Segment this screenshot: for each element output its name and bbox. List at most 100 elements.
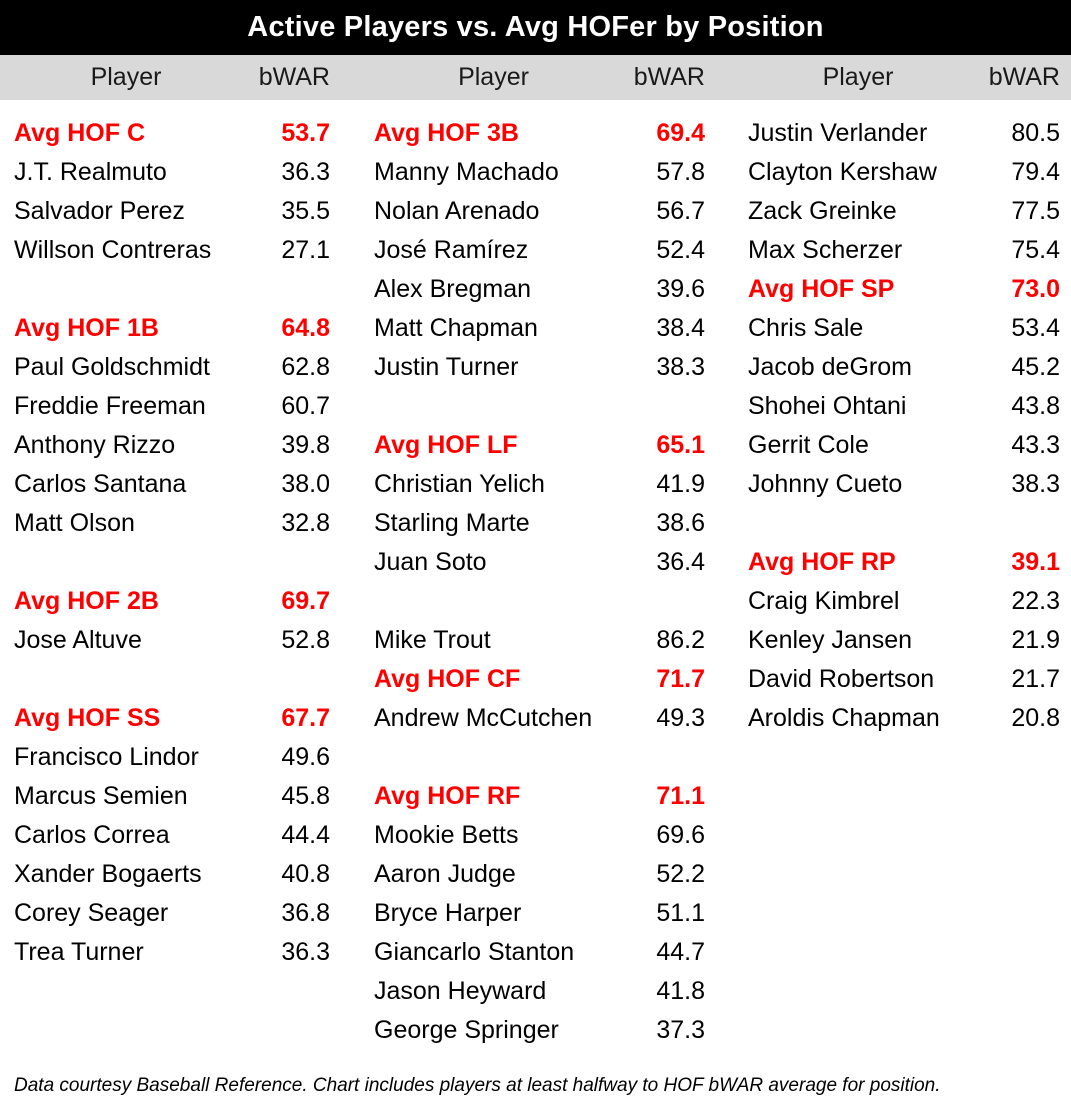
- player-name: Jose Altuve: [14, 626, 142, 654]
- bwar-value: 79.4: [1011, 158, 1060, 186]
- chart-title: Active Players vs. Avg HOFer by Position: [0, 0, 1071, 55]
- player-row: Chris Sale 53.4: [748, 309, 1060, 348]
- table-body: Avg HOF C 53.7 J.T. Realmuto 36.3 Salvador P…: [0, 100, 1071, 1060]
- bwar-value: 67.7: [281, 704, 330, 732]
- player-name: Starling Marte: [374, 509, 530, 537]
- player-row: Matt Chapman 38.4: [374, 309, 705, 348]
- avg-hof-row: Avg HOF RP 39.1: [748, 543, 1060, 582]
- bwar-value: 36.3: [281, 158, 330, 186]
- player-row: Paul Goldschmidt 62.8: [14, 348, 330, 387]
- table-column-1: Avg HOF C 53.7 J.T. Realmuto 36.3 Salvador P…: [0, 114, 345, 1060]
- bwar-value: 62.8: [281, 353, 330, 381]
- player-name: David Robertson: [748, 665, 935, 693]
- player-name: Juan Soto: [374, 548, 487, 576]
- bwar-value: 32.8: [281, 509, 330, 537]
- bwar-value: 52.2: [656, 860, 705, 888]
- bwar-value: 49.3: [656, 704, 705, 732]
- player-name: Justin Verlander: [748, 119, 928, 147]
- player-name: Zack Greinke: [748, 197, 897, 225]
- player-name: Avg HOF SP: [748, 275, 895, 303]
- player-row: Xander Bogaerts 40.8: [14, 855, 330, 894]
- player-row: J.T. Realmuto 36.3: [14, 153, 330, 192]
- bwar-value: 77.5: [1011, 197, 1060, 225]
- player-name: Francisco Lindor: [14, 743, 199, 771]
- player-row: Alex Bregman 39.6: [374, 270, 705, 309]
- player-name: Avg HOF LF: [374, 431, 518, 459]
- player-name: Avg HOF SS: [14, 704, 161, 732]
- bwar-value: 52.4: [656, 236, 705, 264]
- player-name: Giancarlo Stanton: [374, 938, 575, 966]
- bwar-value: 20.8: [1011, 704, 1060, 732]
- player-name: Clayton Kershaw: [748, 158, 937, 186]
- player-name: Avg HOF CF: [374, 665, 521, 693]
- bwar-value: 38.0: [281, 470, 330, 498]
- footnote: Data courtesy Baseball Reference. Chart …: [14, 1075, 941, 1096]
- bwar-value: 56.7: [656, 197, 705, 225]
- bwar-value: 73.0: [1011, 275, 1060, 303]
- player-row: Kenley Jansen 21.9: [748, 621, 1060, 660]
- column-headers: Player bWAR Player bWAR Player bWAR: [0, 55, 1071, 100]
- bwar-column-header: bWAR: [633, 63, 705, 91]
- player-row: Craig Kimbrel 22.3: [748, 582, 1060, 621]
- bwar-value: 53.7: [281, 119, 330, 147]
- player-column-header: Player: [90, 63, 162, 91]
- blank-row: [14, 1011, 330, 1050]
- bwar-value: 52.8: [281, 626, 330, 654]
- player-row: Francisco Lindor 49.6: [14, 738, 330, 777]
- bwar-value: 44.7: [656, 938, 705, 966]
- player-name: Johnny Cueto: [748, 470, 903, 498]
- blank-row: [748, 504, 1060, 543]
- avg-hof-row: Avg HOF 2B 69.7: [14, 582, 330, 621]
- player-name: Corey Seager: [14, 899, 169, 927]
- bwar-value: 49.6: [281, 743, 330, 771]
- player-name: Matt Chapman: [374, 314, 538, 342]
- player-row: Matt Olson 32.8: [14, 504, 330, 543]
- header-group-3: Player bWAR: [720, 55, 1071, 100]
- bwar-value: 38.3: [656, 353, 705, 381]
- bwar-value: 21.9: [1011, 626, 1060, 654]
- bwar-value: 36.3: [281, 938, 330, 966]
- player-name: Jacob deGrom: [748, 353, 912, 381]
- header-group-1: Player bWAR: [0, 55, 345, 100]
- player-name: Carlos Santana: [14, 470, 187, 498]
- bwar-value: 39.8: [281, 431, 330, 459]
- player-row: Jose Altuve 52.8: [14, 621, 330, 660]
- bwar-value: 86.2: [656, 626, 705, 654]
- bwar-value: 71.1: [656, 782, 705, 810]
- blank-row: [748, 894, 1060, 933]
- player-row: Juan Soto 36.4: [374, 543, 705, 582]
- avg-hof-row: Avg HOF C 53.7: [14, 114, 330, 153]
- player-row: Jason Heyward 41.8: [374, 972, 705, 1011]
- player-name: Avg HOF 1B: [14, 314, 159, 342]
- player-row: Manny Machado 57.8: [374, 153, 705, 192]
- player-name: Shohei Ohtani: [748, 392, 907, 420]
- player-row: Aaron Judge 52.2: [374, 855, 705, 894]
- bwar-value: 65.1: [656, 431, 705, 459]
- bwar-value: 22.3: [1011, 587, 1060, 615]
- player-row: Corey Seager 36.8: [14, 894, 330, 933]
- bwar-value: 40.8: [281, 860, 330, 888]
- player-row: Bryce Harper 51.1: [374, 894, 705, 933]
- avg-hof-row: Avg HOF SS 67.7: [14, 699, 330, 738]
- blank-row: [748, 1011, 1060, 1050]
- bwar-value: 36.8: [281, 899, 330, 927]
- player-row: Freddie Freeman 60.7: [14, 387, 330, 426]
- player-row: Trea Turner 36.3: [14, 933, 330, 972]
- bwar-value: 21.7: [1011, 665, 1060, 693]
- blank-row: [374, 582, 705, 621]
- bwar-value: 38.4: [656, 314, 705, 342]
- bwar-value: 69.7: [281, 587, 330, 615]
- bwar-column-header: bWAR: [258, 63, 330, 91]
- bwar-value: 45.2: [1011, 353, 1060, 381]
- player-name: Kenley Jansen: [748, 626, 913, 654]
- player-name: Mookie Betts: [374, 821, 519, 849]
- bwar-value: 53.4: [1011, 314, 1060, 342]
- bwar-value: 57.8: [656, 158, 705, 186]
- player-row: Anthony Rizzo 39.8: [14, 426, 330, 465]
- player-row: David Robertson 21.7: [748, 660, 1060, 699]
- blank-row: [748, 816, 1060, 855]
- player-name: Aroldis Chapman: [748, 704, 940, 732]
- bwar-value: 36.4: [656, 548, 705, 576]
- player-row: Mike Trout 86.2: [374, 621, 705, 660]
- bwar-value: 64.8: [281, 314, 330, 342]
